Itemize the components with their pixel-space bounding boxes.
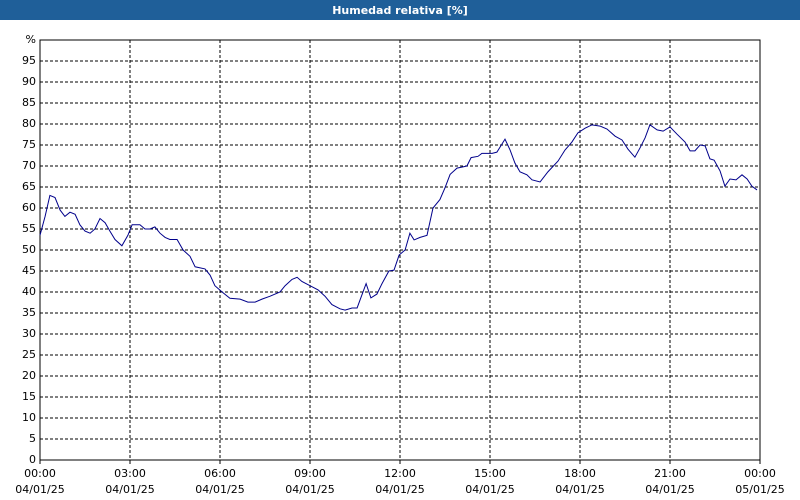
x-tick-label: 04/01/25: [555, 483, 604, 496]
x-tick-label: 00:00: [24, 467, 56, 480]
y-tick-label: 70: [22, 159, 36, 172]
y-tick-label: 20: [22, 369, 36, 382]
x-tick-label: 06:00: [204, 467, 236, 480]
x-tick-label: 04/01/25: [465, 483, 514, 496]
title-bar: Humedad relativa [%]: [0, 0, 800, 20]
y-tick-label: 40: [22, 285, 36, 298]
y-tick-label: 15: [22, 390, 36, 403]
y-tick-label: 80: [22, 117, 36, 130]
y-tick-label: 65: [22, 180, 36, 193]
y-tick-label: 95: [22, 54, 36, 67]
y-tick-label: 30: [22, 327, 36, 340]
y-tick-label: 45: [22, 264, 36, 277]
y-tick-label: 35: [22, 306, 36, 319]
x-tick-label: 21:00: [654, 467, 686, 480]
data-line: [39, 124, 758, 311]
x-tick-label: 00:00: [744, 467, 776, 480]
y-tick-label: 5: [29, 432, 36, 445]
x-tick-label: 12:00: [384, 467, 416, 480]
x-tick-label: 03:00: [114, 467, 146, 480]
y-tick-label: 90: [22, 75, 36, 88]
x-tick-label: 15:00: [474, 467, 506, 480]
y-tick-label: 25: [22, 348, 36, 361]
y-tick-label: %: [26, 33, 36, 46]
y-tick-label: 55: [22, 222, 36, 235]
plot-frame: [39, 39, 761, 461]
y-tick-label: 75: [22, 138, 36, 151]
y-tick-label: 60: [22, 201, 36, 214]
x-tick-label: 04/01/25: [15, 483, 64, 496]
x-tick-label: 09:00: [294, 467, 326, 480]
x-tick-label: 05/01/25: [735, 483, 784, 496]
y-tick-label: 0: [29, 453, 36, 466]
x-tick-label: 04/01/25: [375, 483, 424, 496]
x-tick-label: 18:00: [564, 467, 596, 480]
x-tick-label: 04/01/25: [195, 483, 244, 496]
y-tick-label: 10: [22, 411, 36, 424]
y-tick-label: 50: [22, 243, 36, 256]
y-tick-label: 85: [22, 96, 36, 109]
x-tick-label: 04/01/25: [285, 483, 334, 496]
x-tick-label: 04/01/25: [645, 483, 694, 496]
x-tick-label: 04/01/25: [105, 483, 154, 496]
